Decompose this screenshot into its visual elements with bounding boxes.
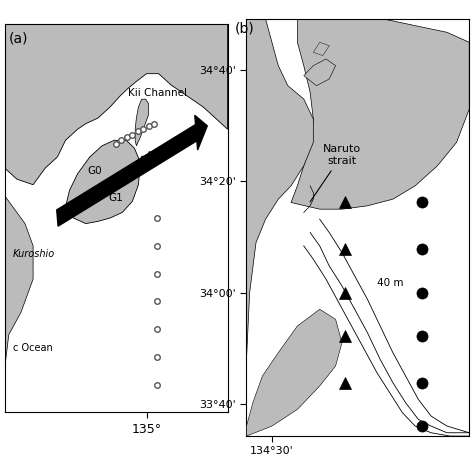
Text: (a): (a) — [9, 31, 29, 46]
Text: G0: G0 — [88, 165, 102, 176]
Text: Naruto
strait: Naruto strait — [310, 144, 361, 202]
Polygon shape — [304, 59, 336, 86]
Text: Kii Channel: Kii Channel — [128, 88, 187, 98]
Text: G1: G1 — [108, 193, 123, 203]
Text: c Ocean: c Ocean — [13, 343, 53, 353]
Polygon shape — [65, 140, 140, 224]
Polygon shape — [135, 99, 148, 146]
Polygon shape — [313, 42, 329, 55]
Polygon shape — [246, 309, 342, 436]
Polygon shape — [246, 19, 313, 436]
Polygon shape — [5, 196, 33, 412]
Polygon shape — [5, 24, 228, 185]
Text: (b): (b) — [235, 21, 255, 36]
FancyArrow shape — [57, 115, 207, 226]
Polygon shape — [291, 19, 469, 209]
Text: 40 m: 40 m — [377, 278, 403, 288]
Text: Kuroshio: Kuroshio — [13, 249, 55, 259]
